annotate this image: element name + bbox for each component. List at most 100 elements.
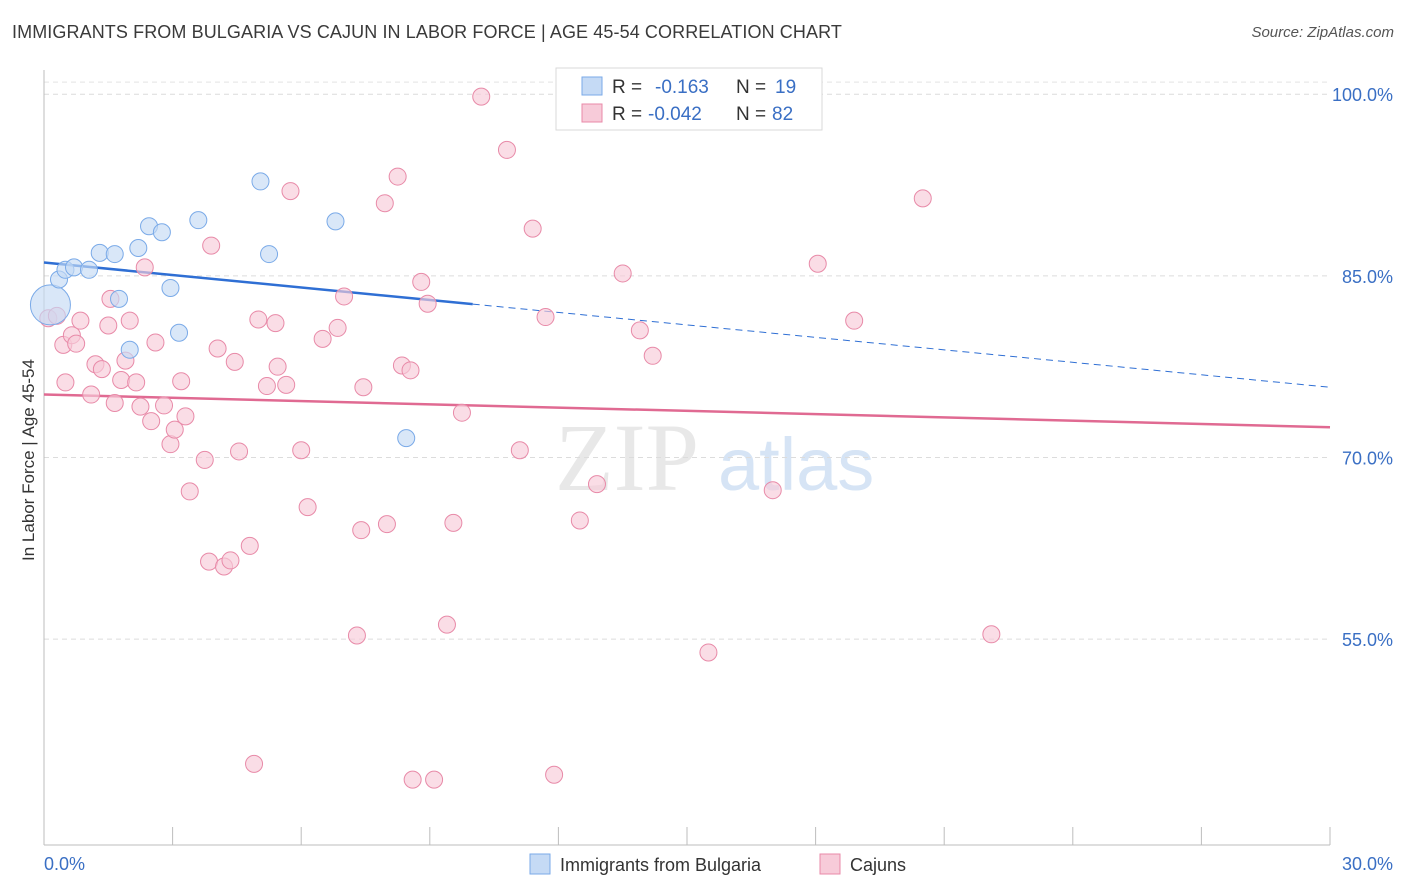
cajuns-point [444,513,463,532]
bottom-legend-swatch-bulgaria [529,853,551,875]
legend-r-label-bulgaria: R = [612,77,642,98]
cajuns-point [536,308,555,327]
chart-title: IMMIGRANTS FROM BULGARIA VS CAJUN IN LAB… [12,22,842,42]
cajuns-point [630,321,649,340]
cajuns-point [131,397,150,416]
cajuns-point [120,311,139,330]
cajuns-point [155,396,174,415]
cajuns-point [195,450,214,469]
cajuns-point [225,352,244,371]
cajuns-point [146,333,165,352]
bulgaria-point [152,223,171,242]
bulgaria-point [170,323,189,342]
cajuns-point [240,536,259,555]
y-tick-label: 55.0% [1342,630,1393,650]
cajuns-point [523,219,542,238]
cajuns-point [328,318,347,337]
cajuns-point [354,378,373,397]
legend-n-label-cajuns: N = [736,104,766,125]
cajuns-point [208,339,227,358]
cajuns-point [112,371,131,389]
y-axis-label: In Labor Force | Age 45-54 [19,359,38,561]
cajuns-point [249,310,268,329]
cajuns-point [418,294,437,313]
correlation-legend: R = -0.163 N = 19 R = -0.042 N = 82 [555,67,823,131]
cajuns-point [165,420,184,439]
cajuns-point [200,552,219,571]
cajuns-point [172,372,191,391]
x-tick-label-max: 30.0% [1342,854,1393,874]
cajuns-point [388,167,407,186]
cajuns-point [99,316,118,335]
cajuns-point [268,357,287,376]
bulgaria-point [80,260,99,279]
bulgaria-point [161,278,180,297]
cajuns-point [472,87,491,106]
cajuns-point [230,442,249,461]
legend-n-value-bulgaria: 19 [775,77,796,98]
trend-line-bulgaria-extension [472,303,1331,388]
cajuns-point [292,441,311,460]
legend-r-label-cajuns: R = [612,104,642,125]
legend-r-value-cajuns: -0.042 [648,104,702,125]
cajuns-point [347,626,366,645]
bulgaria-point [120,340,139,359]
cajuns-point [277,375,296,394]
cajuns-point [913,189,932,208]
legend-r-value-bulgaria: -0.163 [655,77,709,98]
bulgaria-point [397,429,416,448]
cajuns-point [613,264,632,283]
cajuns-point [281,182,300,201]
cajuns-point [570,511,589,530]
bulgaria-point [105,245,124,264]
cajuns-point [352,521,371,540]
bottom-legend-label-cajuns: Cajuns [850,855,906,875]
watermark-atlas: atlas [718,423,874,506]
cajuns-point [71,311,90,330]
cajuns-point [202,236,221,255]
series-legend: Immigrants from Bulgaria Cajuns [529,853,906,875]
trend-lines [43,261,1331,429]
cajuns-point [375,194,394,213]
axes [43,70,1331,846]
cajuns-point [180,482,199,501]
cajuns-point [127,373,146,392]
bottom-legend-label-bulgaria: Immigrants from Bulgaria [560,855,762,875]
bulgaria-point [29,284,71,326]
cajuns-point [377,515,396,534]
cajuns-point [403,770,422,789]
y-tick-label: 70.0% [1342,449,1393,469]
x-tick-label-min: 0.0% [44,854,85,874]
bulgaria-point [65,258,84,277]
cajuns-point [105,394,124,413]
cajuns-point [643,346,662,365]
cajuns-point [699,643,718,662]
cajuns-point [142,412,161,431]
cajuns-point [176,407,195,426]
cajuns-point [545,765,564,784]
bulgaria-point [110,289,129,308]
cajuns-point [92,360,111,379]
bulgaria-points [29,172,416,448]
cajuns-point [257,377,276,396]
cajuns-point [67,334,86,353]
bulgaria-point [129,239,148,258]
cajuns-point [335,287,354,306]
legend-n-value-cajuns: 82 [772,104,793,125]
bulgaria-point [260,245,279,264]
cajuns-point [313,329,332,348]
y-tick-label: 100.0% [1332,85,1393,105]
legend-n-label-bulgaria: N = [736,77,766,98]
cajuns-point [845,311,864,330]
cajuns-point [298,498,317,517]
cajuns-point [266,314,285,333]
legend-swatch-cajuns [581,103,603,123]
cajuns-point [56,373,75,392]
cajuns-point [982,625,1001,644]
tick-labels: 55.0% 70.0% 85.0% 100.0% 0.0% 30.0% [44,85,1393,874]
cajuns-point [82,385,101,404]
cajuns-point [412,272,431,291]
bulgaria-point [326,212,345,231]
cajuns-point [437,615,456,634]
